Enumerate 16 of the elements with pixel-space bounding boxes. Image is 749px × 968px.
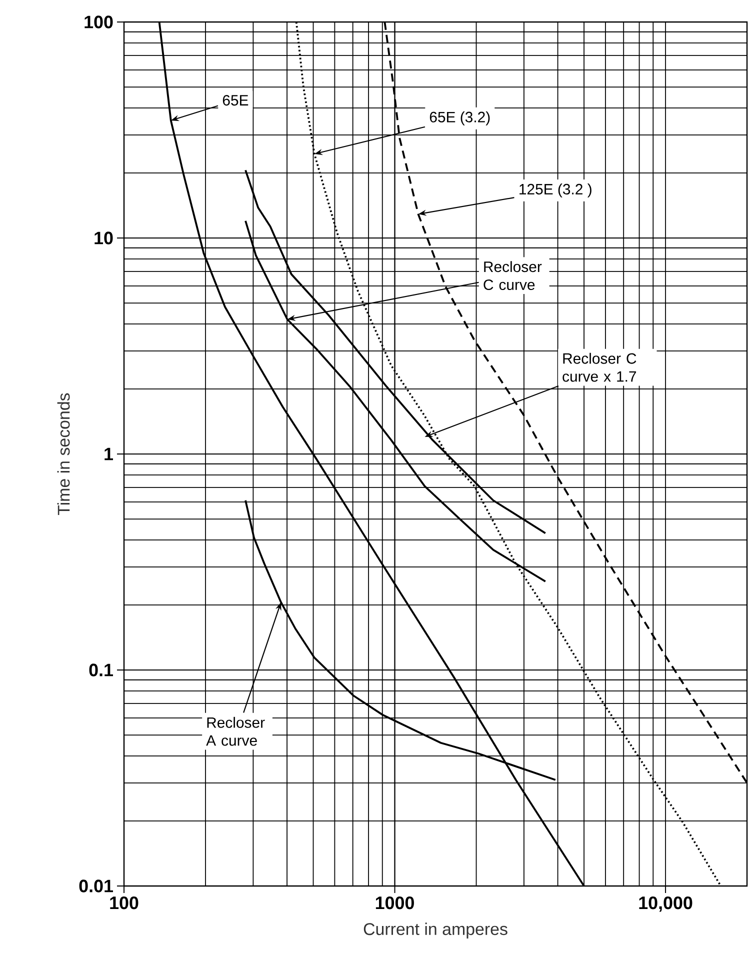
annotation: Recloser A curve: [206, 716, 265, 746]
y-tick-label: 0.1: [89, 664, 114, 676]
annotation: 65E: [222, 95, 248, 106]
x-axis-title: Current in amperes: [364, 922, 508, 938]
y-tick-label: 10: [94, 232, 113, 244]
y-tick-label: 1: [104, 448, 113, 460]
annotation: 65E (3.2): [430, 111, 490, 126]
annotation: Recloser C curve: [484, 261, 542, 290]
x-tick-label: 1000: [376, 896, 414, 910]
annotation: 125E (3.2 ): [520, 184, 592, 198]
y-axis-title: Time in seconds: [57, 393, 70, 515]
x-tick-label: 100: [110, 896, 138, 910]
annotation: Recloser C curve x 1.7: [562, 352, 636, 382]
y-tick-label: 100: [84, 16, 113, 28]
x-tick-label: 10,000: [639, 896, 692, 912]
y-tick-label: 0.01: [79, 880, 113, 892]
